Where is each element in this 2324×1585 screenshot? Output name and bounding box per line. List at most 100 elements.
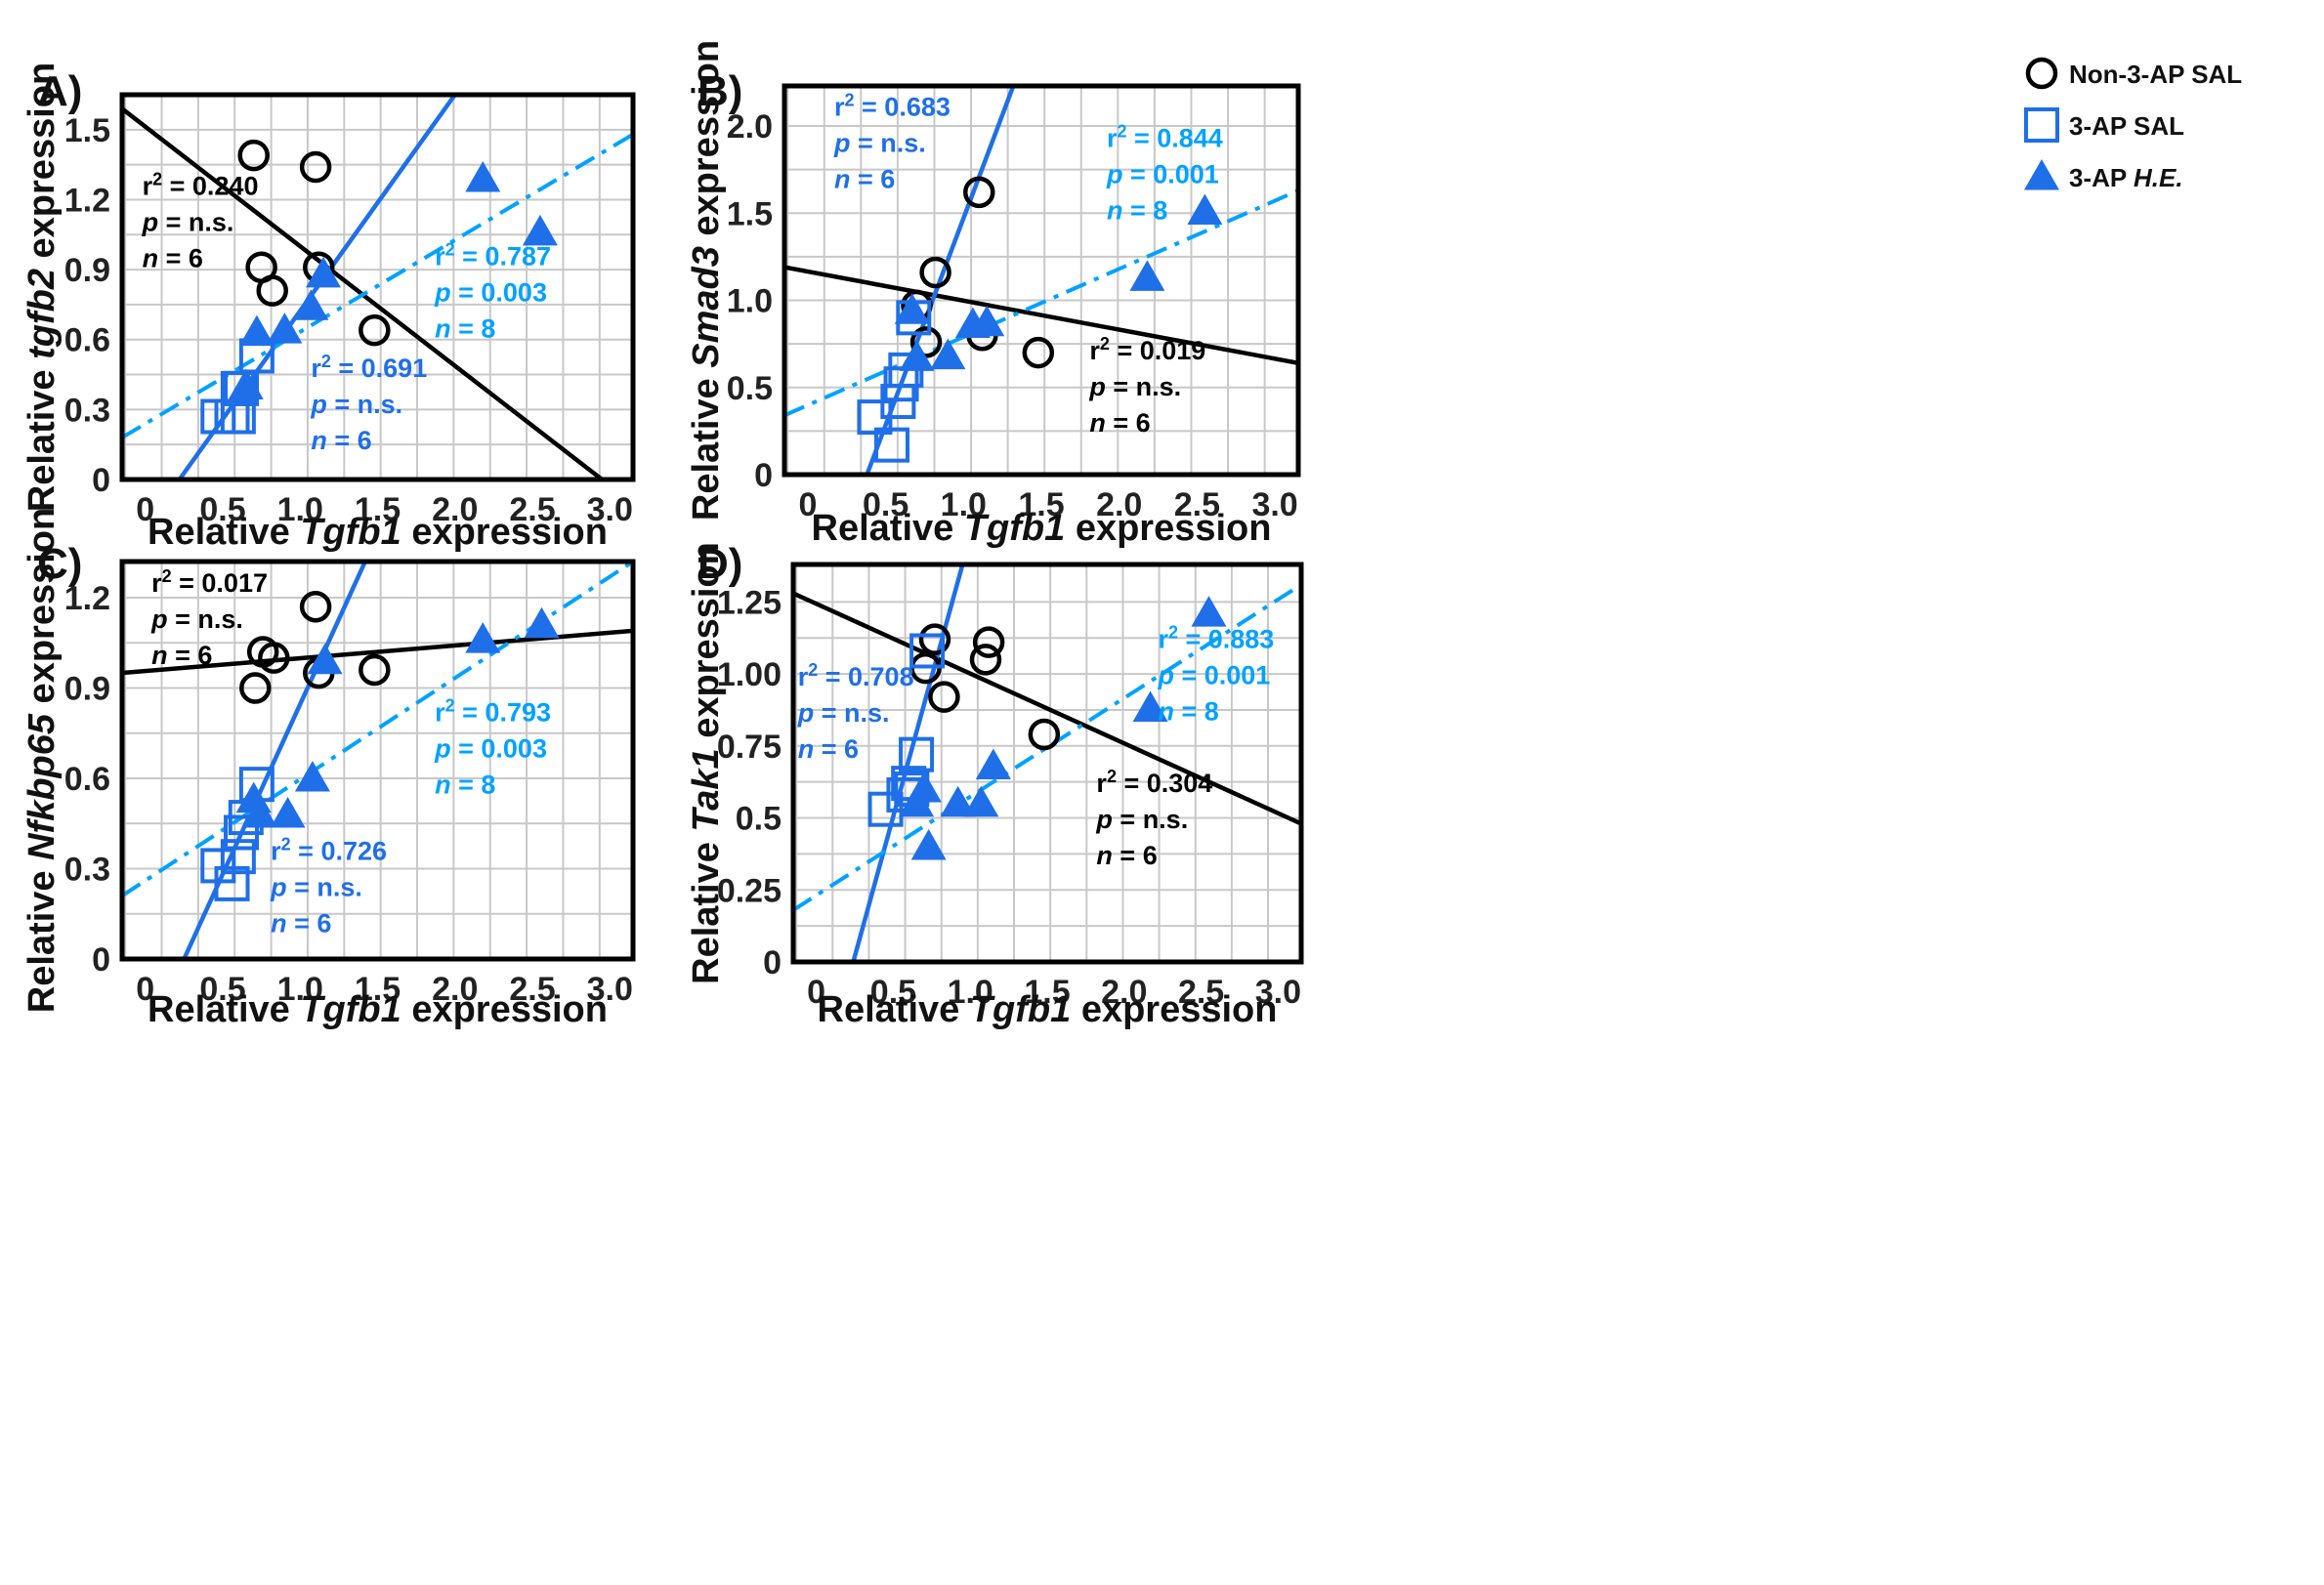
y-tick-label: 0.25 [717, 872, 782, 909]
square-data-point [220, 398, 256, 435]
square-data-point [899, 736, 935, 772]
p-value-label: p = n.s. [797, 698, 890, 728]
circle-data-point [1022, 336, 1055, 369]
circle-data-point [969, 644, 1002, 676]
y-tick-label: 0.75 [717, 729, 782, 766]
x-tick-label: 2.5 [509, 491, 555, 528]
x-axis-label: Relative Tgfb1 expression [812, 508, 1272, 549]
p-value-label: p = n.s. [310, 390, 402, 419]
n-label: n = 6 [798, 734, 859, 764]
square-data-point [214, 865, 250, 901]
p-value-label: p = 0.003 [434, 277, 547, 307]
r-squared-label: r2 = 0.691 [311, 352, 427, 383]
regression-line-non-3-ap-sal [793, 591, 1301, 826]
n-label: n = 8 [435, 313, 495, 343]
p-value-label: p = n.s. [142, 208, 234, 237]
x-tick-label: 3.0 [1251, 486, 1297, 523]
y-tick-label: 0 [92, 462, 110, 499]
x-axis-label: Relative Tgfb1 expression [148, 989, 608, 1030]
triangle-data-point [267, 313, 303, 344]
x-tick-label: 0 [136, 491, 154, 528]
triangle-data-point [238, 314, 275, 347]
y-tick-label: 0 [92, 941, 110, 979]
r-squared-label: r2 = 0.240 [143, 170, 259, 201]
circle-data-point [258, 642, 290, 674]
gridlines [784, 86, 1298, 475]
data-points [857, 176, 1223, 463]
legend: Non-3-AP SAL 3-AP SAL 3-AP H.E. [2024, 57, 2242, 192]
y-tick-label: 0 [754, 457, 773, 494]
circle-data-point [237, 139, 270, 172]
y-tick-label: 0.5 [736, 801, 782, 838]
r-squared-label: r2 = 0.726 [271, 834, 387, 865]
triangle-data-point [963, 785, 999, 817]
triangle-data-point [1129, 260, 1165, 291]
legend-label: Non-3-AP SAL [2069, 60, 2242, 89]
y-tick-label: 0.6 [64, 322, 110, 359]
plot-frame [782, 83, 1301, 478]
x-tick-label: 2.5 [1174, 486, 1220, 523]
triangle-data-point [307, 643, 343, 675]
triangle-data-point [294, 761, 330, 792]
circle-data-point [299, 150, 332, 184]
x-tick-label: 1.0 [277, 491, 323, 528]
data-points [200, 591, 560, 901]
x-tick-label: 0 [136, 971, 154, 1008]
x-tick-label: 1.5 [1018, 486, 1064, 523]
n-label: n = 6 [834, 164, 895, 193]
r-squared-label: r2 = 0.017 [151, 566, 268, 598]
x-tick-label: 3.0 [587, 971, 633, 1008]
triangle-legend-marker [2024, 159, 2059, 190]
chart-panel-c: 0 0.5 1.0 1.5 2.0 2.5 3.000.30.60.91.2Relative… [21, 508, 636, 1030]
p-value-label: p = n.s. [1095, 805, 1188, 834]
n-label: n = 8 [1158, 697, 1218, 727]
circle-data-point [928, 681, 960, 713]
legend-label: 3-AP H.E. [2069, 163, 2183, 192]
x-tick-label: 1.5 [355, 971, 401, 1008]
circle-data-point [359, 313, 391, 347]
n-label: n = 6 [1089, 408, 1150, 438]
x-axis-label: Relative Tgfb1 expression [818, 989, 1278, 1030]
chart-panel-a: 0 0.5 1.0 1.5 2.0 2.5 3.000.30.60.91.21.5Relat… [21, 63, 636, 553]
plot-frame [790, 562, 1304, 965]
panel-label: B) [697, 67, 742, 115]
n-label: n = 6 [1096, 841, 1157, 870]
p-value-label: p = n.s. [150, 605, 243, 634]
triangle-data-point [906, 772, 942, 803]
y-tick-label: 1.00 [717, 656, 782, 693]
circle-data-point [962, 176, 995, 209]
data-points [867, 596, 1227, 860]
y-tick-label: 0.3 [64, 392, 110, 429]
triangle-data-point [242, 797, 278, 828]
y-tick-label: 1.0 [727, 283, 773, 320]
triangle-data-point [465, 622, 501, 653]
legend-label: 3-AP SAL [2069, 111, 2184, 141]
r-squared-label: r2 = 0.844 [1107, 121, 1223, 152]
x-axis-label: Relative Tgfb1 expression [148, 512, 608, 553]
triangle-data-point [524, 606, 560, 639]
x-tick-label: 2.0 [432, 491, 478, 528]
r-squared-label: r2 = 0.683 [834, 90, 951, 121]
y-axis-label: Relative tgfb2 expression [21, 63, 63, 512]
triangle-data-point [894, 293, 930, 324]
legend-item: 3-AP H.E. [2024, 159, 2183, 192]
x-tick-label: 2.5 [509, 971, 555, 1008]
panel-label: A) [37, 67, 82, 115]
x-tick-label: 0.5 [199, 971, 245, 1008]
triangle-data-point [899, 340, 935, 371]
y-tick-label: 1.2 [64, 182, 110, 219]
triangle-data-point [293, 289, 329, 320]
y-tick-label: 0.3 [64, 852, 110, 889]
x-tick-label: 2.0 [1101, 974, 1147, 1011]
triangle-data-point [910, 829, 947, 860]
x-tick-label: 1.5 [1024, 974, 1070, 1011]
x-tick-label: 1.5 [355, 491, 401, 528]
plot-frame [119, 559, 636, 962]
y-tick-label: 1.5 [727, 195, 773, 232]
triangle-data-point [1132, 690, 1168, 722]
r-squared-label: r2 = 0.304 [1096, 767, 1212, 798]
circle-data-point [359, 653, 391, 687]
triangle-data-point [270, 797, 306, 828]
circle-data-point [918, 623, 951, 655]
x-tick-label: 2.0 [432, 971, 478, 1008]
